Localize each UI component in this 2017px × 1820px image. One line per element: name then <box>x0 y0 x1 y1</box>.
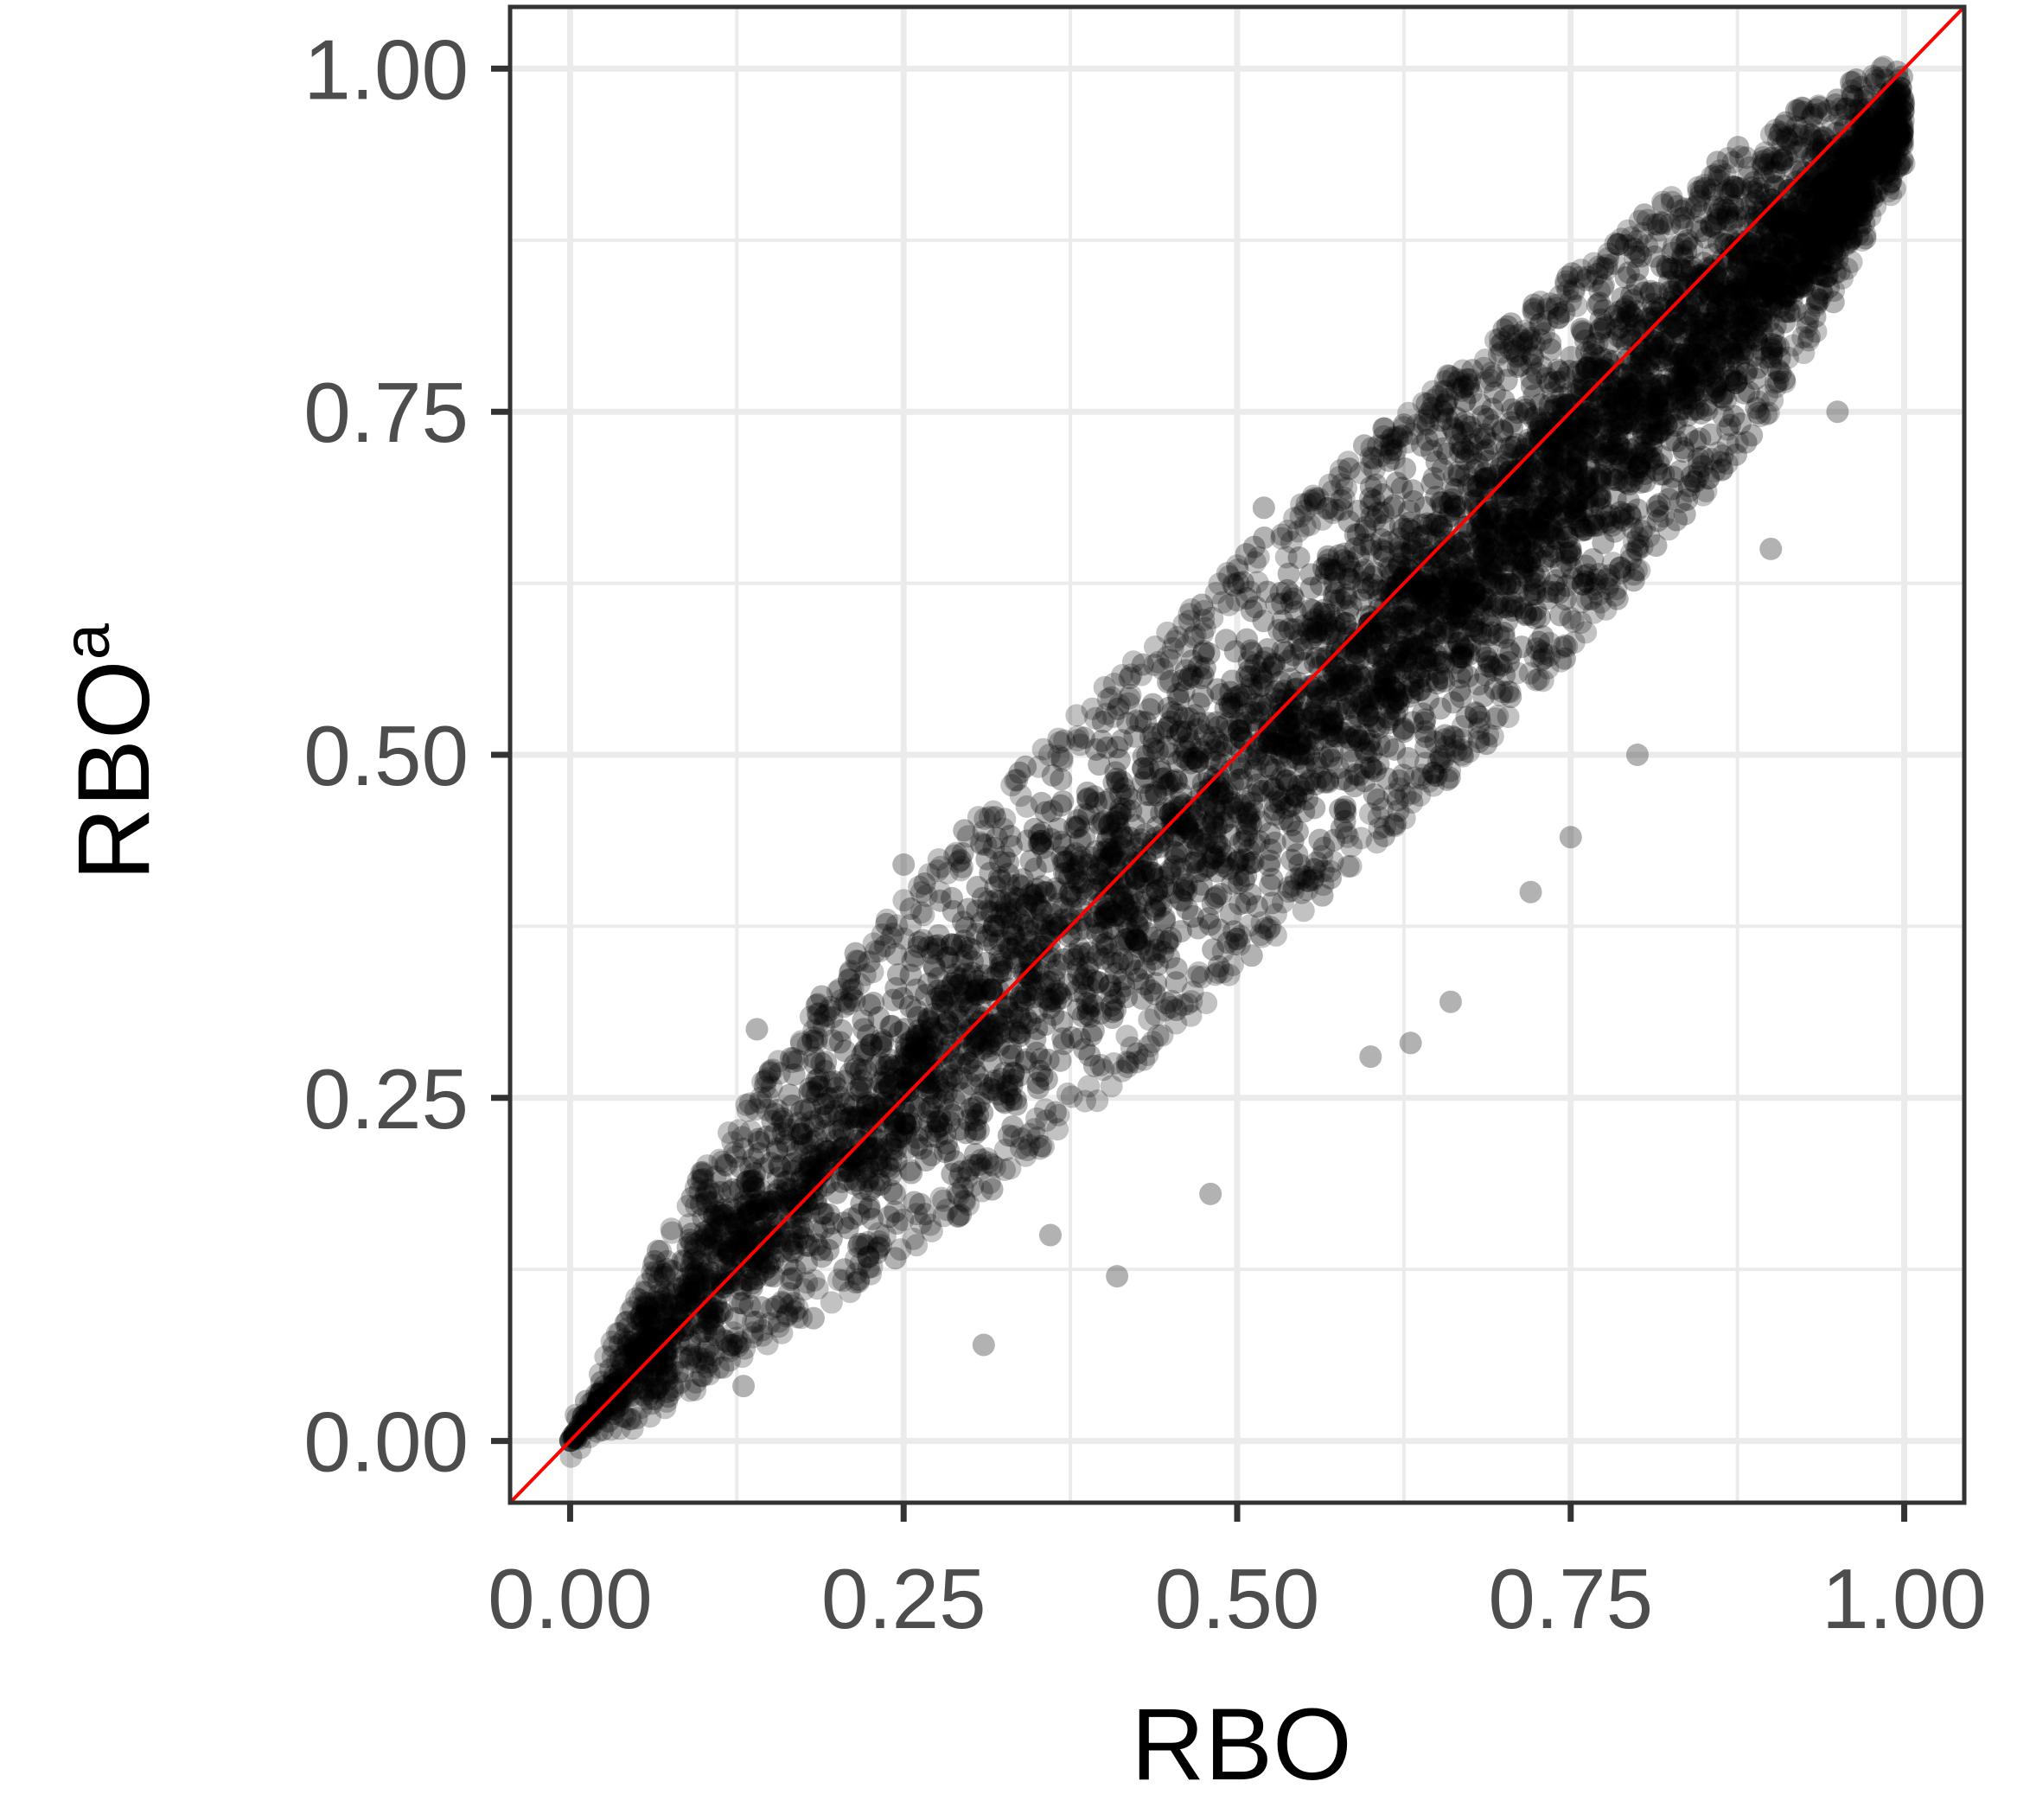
data-point <box>1502 599 1524 622</box>
data-point <box>1813 237 1835 259</box>
data-point <box>1695 394 1717 417</box>
data-point <box>811 1203 833 1225</box>
data-point <box>993 1090 1015 1113</box>
data-point <box>1561 567 1584 590</box>
data-point <box>1371 483 1394 506</box>
data-point <box>1198 642 1221 665</box>
data-point <box>692 1253 714 1275</box>
data-point <box>1448 464 1471 487</box>
data-point <box>804 1148 827 1171</box>
data-point <box>1163 855 1185 878</box>
data-point <box>1469 506 1491 528</box>
data-point <box>1175 821 1197 843</box>
data-point <box>931 990 954 1012</box>
data-point <box>1383 661 1406 683</box>
data-point <box>1027 1076 1050 1099</box>
data-point <box>827 1086 850 1108</box>
data-point <box>1210 734 1233 757</box>
data-point <box>1281 584 1304 606</box>
data-point <box>894 1018 916 1040</box>
data-point <box>1211 786 1234 808</box>
data-point <box>1263 798 1286 821</box>
data-point <box>1520 367 1542 390</box>
data-point <box>1539 393 1561 416</box>
data-point <box>1469 622 1491 644</box>
data-point <box>1357 577 1380 599</box>
data-point <box>1150 761 1172 783</box>
data-point <box>1026 893 1049 916</box>
data-point <box>1095 936 1118 959</box>
data-point <box>851 1178 873 1200</box>
data-point <box>1052 1032 1075 1055</box>
data-point <box>1755 302 1778 324</box>
data-point <box>831 1171 853 1193</box>
data-point <box>1030 1048 1052 1070</box>
data-point <box>1397 610 1420 632</box>
data-point <box>781 1153 803 1175</box>
data-point <box>1199 913 1222 936</box>
data-point <box>890 1067 913 1089</box>
data-point <box>870 1173 892 1196</box>
data-point <box>915 1149 937 1172</box>
data-point <box>1408 666 1431 688</box>
data-point <box>1391 476 1414 499</box>
data-point <box>1156 875 1178 897</box>
data-point <box>1252 610 1274 632</box>
data-point <box>1360 505 1382 527</box>
data-point <box>1392 636 1414 659</box>
data-point <box>926 938 948 961</box>
data-point <box>953 929 975 952</box>
data-point <box>1762 322 1784 345</box>
data-point <box>1529 606 1551 629</box>
data-point <box>965 1109 987 1132</box>
data-point <box>957 898 980 921</box>
data-point <box>1086 863 1108 885</box>
data-point <box>1024 858 1047 880</box>
data-point <box>1429 651 1452 674</box>
data-point <box>1581 548 1604 571</box>
data-point <box>1429 697 1452 719</box>
data-point <box>1220 903 1242 925</box>
data-point <box>1497 639 1520 661</box>
data-point <box>1329 798 1351 821</box>
data-point <box>1119 954 1141 976</box>
data-point <box>1705 217 1727 239</box>
data-point <box>1283 738 1305 761</box>
data-point <box>1050 846 1073 868</box>
data-point <box>990 1068 1012 1090</box>
data-point <box>1278 649 1300 672</box>
data-point <box>1416 512 1439 534</box>
data-point <box>811 1245 833 1268</box>
data-point <box>1032 974 1055 996</box>
data-point <box>1111 770 1133 793</box>
data-point <box>1136 922 1158 944</box>
data-point <box>1103 989 1126 1012</box>
data-point <box>845 1057 867 1080</box>
data-point <box>1233 870 1255 892</box>
data-point <box>1705 374 1727 397</box>
data-point <box>1457 665 1479 687</box>
data-point <box>1376 712 1398 735</box>
data-point <box>1500 411 1522 433</box>
data-point <box>788 1112 810 1134</box>
data-point <box>1031 837 1054 859</box>
data-point <box>1153 907 1176 929</box>
data-point <box>1323 590 1345 612</box>
data-point <box>1171 669 1194 692</box>
data-point <box>1543 371 1566 393</box>
data-point <box>645 1330 667 1352</box>
data-point <box>966 876 988 898</box>
data-point <box>1344 775 1366 797</box>
